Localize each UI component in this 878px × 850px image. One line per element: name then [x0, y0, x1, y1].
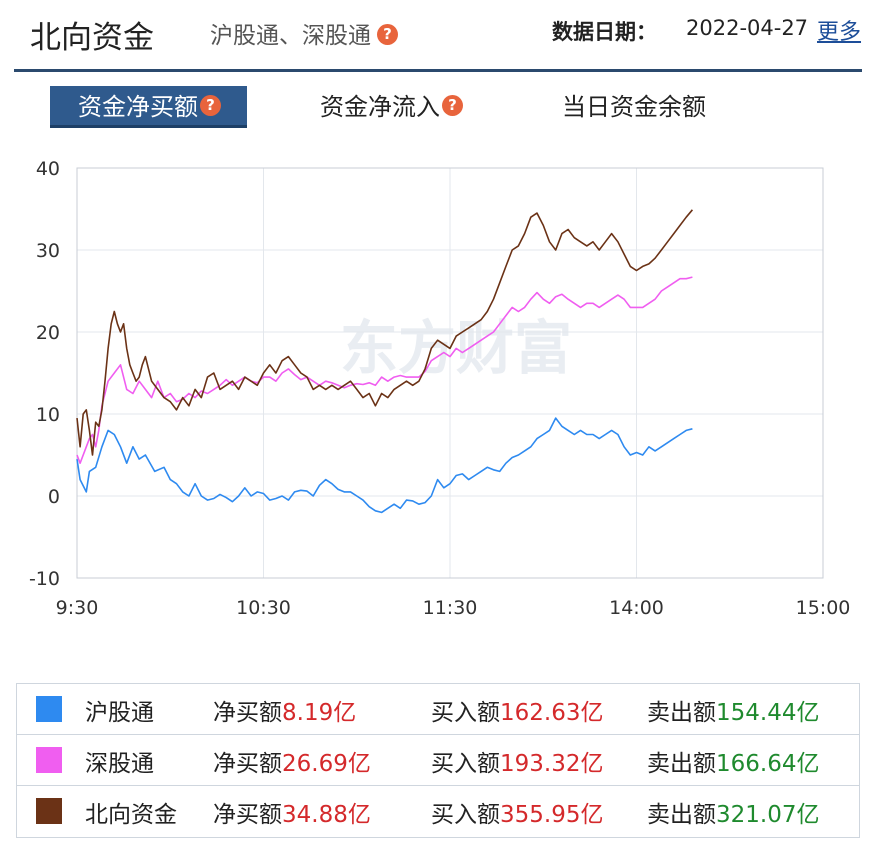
y-tick-label: 30: [36, 240, 60, 262]
y-tick-label: 40: [36, 158, 60, 180]
tab-net-buy-label: 资金净买额: [78, 93, 198, 121]
buy-cell: 买入额193.32亿: [431, 744, 603, 778]
sell-cell: 卖出额166.64亿: [647, 744, 819, 778]
buy-cell: 买入额162.63亿: [431, 693, 603, 727]
tab-net-inflow-label: 资金净流入: [320, 93, 440, 121]
net-buy-cell: 净买额34.88亿: [213, 795, 371, 829]
buy-label: 买入额: [431, 802, 500, 828]
summary-table: 沪股通 净买额8.19亿 买入额162.63亿 卖出额154.44亿 深股通 净…: [16, 683, 860, 838]
date-value: 2022-04-27: [686, 16, 809, 40]
sell-value: 154.44亿: [716, 700, 820, 726]
buy-cell: 买入额355.95亿: [431, 795, 603, 829]
net-buy-label: 净买额: [213, 751, 282, 777]
buy-value: 162.63亿: [500, 700, 604, 726]
sh-connect-swatch: [36, 696, 62, 722]
page-title: 北向资金: [30, 20, 154, 56]
row-name: 深股通: [85, 751, 154, 777]
row-name: 沪股通: [85, 700, 154, 726]
buy-label: 买入额: [431, 751, 500, 777]
chart-grid: [76, 167, 824, 579]
more-link[interactable]: 更多: [817, 20, 862, 45]
sell-cell: 卖出额154.44亿: [647, 693, 819, 727]
date-label: 数据日期：: [552, 20, 657, 44]
sell-label: 卖出额: [647, 700, 716, 726]
page-subtitle: 沪股通、深股通?: [210, 16, 398, 50]
sell-cell: 卖出额321.07亿: [647, 795, 819, 829]
summary-row-sh-connect: 沪股通 净买额8.19亿 买入额162.63亿 卖出额154.44亿: [17, 684, 859, 735]
summary-row-northbound: 北向资金 净买额34.88亿 买入额355.95亿 卖出额321.07亿: [17, 786, 859, 837]
net-buy-value: 8.19亿: [282, 700, 357, 726]
x-tick-label: 9:30: [56, 597, 99, 619]
chart-series: [76, 209, 694, 514]
y-tick-label: -10: [29, 568, 60, 590]
tab-net-inflow-help-icon[interactable]: ?: [442, 94, 463, 116]
x-tick-label: 14:00: [609, 597, 664, 619]
series-line-0: [76, 417, 693, 514]
y-axis-labels: 40 30 20 10 0 -10: [29, 158, 60, 590]
tab-daily-balance-label: 当日资金余额: [562, 93, 706, 121]
buy-label: 买入额: [431, 700, 500, 726]
y-tick-label: 20: [36, 322, 60, 344]
y-tick-label: 0: [48, 486, 60, 508]
net-buy-label: 净买额: [213, 802, 282, 828]
net-buy-value: 34.88亿: [282, 802, 371, 828]
sell-label: 卖出额: [647, 802, 716, 828]
tab-net-buy-help-icon[interactable]: ?: [200, 94, 221, 116]
net-buy-label: 净买额: [213, 700, 282, 726]
net-buy-value: 26.69亿: [282, 751, 371, 777]
x-axis-labels: 9:30 10:30 11:30 14:00 15:00: [56, 597, 851, 619]
y-tick-label: 10: [36, 404, 60, 426]
header: 北向资金 沪股通、深股通? 数据日期： 2022-04-27 更多: [14, 0, 862, 72]
tab-net-buy[interactable]: 资金净买额?: [50, 86, 247, 128]
sz-connect-swatch: [36, 747, 62, 773]
net-buy-cell: 净买额26.69亿: [213, 744, 371, 778]
subtitle-text: 沪股通、深股通: [210, 23, 371, 49]
plot-border: [76, 167, 824, 579]
x-tick-label: 11:30: [423, 597, 478, 619]
help-icon[interactable]: ?: [377, 24, 398, 45]
buy-value: 355.95亿: [500, 802, 604, 828]
x-tick-label: 10:30: [236, 597, 291, 619]
sell-label: 卖出额: [647, 751, 716, 777]
sell-value: 166.64亿: [716, 751, 820, 777]
northbound-swatch: [36, 798, 62, 824]
summary-row-sz-connect: 深股通 净买额26.69亿 买入额193.32亿 卖出额166.64亿: [17, 735, 859, 786]
tab-net-inflow[interactable]: 资金净流入?: [320, 86, 463, 128]
net-buy-cell: 净买额8.19亿: [213, 693, 356, 727]
row-name: 北向资金: [85, 802, 177, 828]
buy-value: 193.32亿: [500, 751, 604, 777]
series-line-2: [76, 209, 694, 456]
sell-value: 321.07亿: [716, 802, 820, 828]
tab-daily-balance[interactable]: 当日资金余额: [562, 86, 706, 128]
x-tick-label: 15:00: [796, 597, 851, 619]
